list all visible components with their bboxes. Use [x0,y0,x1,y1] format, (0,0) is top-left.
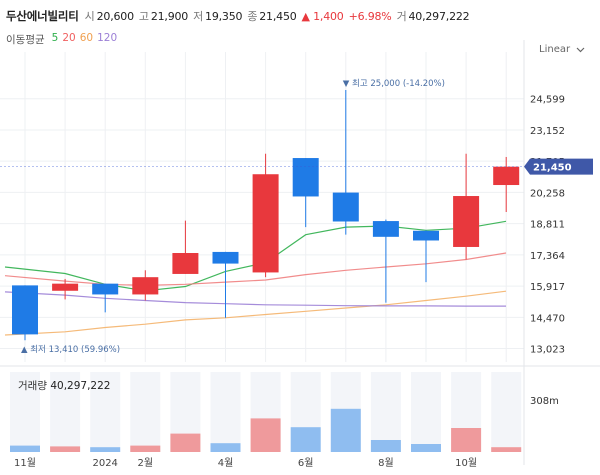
volume-panel-title: 거래량 40,297,222 [18,378,110,393]
y-tick-label: 15,917 [530,282,565,293]
x-tick-label: 11월 [14,457,36,469]
chevron-down-icon [576,47,585,52]
close-label: 종 [247,10,258,23]
open-value: 20,600 [96,9,134,23]
volume-value: 40,297,222 [408,9,470,23]
volume-bar [170,433,201,452]
volume-bar [411,444,441,452]
moving-average-label: 이동평균 [6,34,45,46]
low-label: 저 [193,10,204,23]
ma-120-legend[interactable]: 120 [97,32,118,44]
candle [252,153,279,278]
x-tick-label: 2월 [138,457,154,469]
volume-bar [370,440,401,452]
candle [12,285,38,341]
candle-body [52,283,79,291]
volume-slot-bg [50,372,81,452]
y-tick-label: 18,811 [530,220,565,231]
volume-bar [290,427,321,452]
candle-body [332,192,359,222]
candle-body [453,196,480,247]
high-label: 고 [138,10,149,23]
candle [52,278,79,300]
volume-slot-bg [411,372,441,452]
volume-bar [90,447,121,452]
volume-bar [250,418,281,452]
candle-body [413,230,439,241]
stock-name: 두산에너빌리티 [6,9,79,23]
current-price-label: 21,450 [533,163,572,174]
open-label: 시 [84,10,95,23]
ma-60-legend[interactable]: 60 [79,32,94,44]
candle [292,158,319,228]
price-header: 두산에너빌리티 시 20,600 고 21,900 저 19,350 종 21,… [6,6,474,26]
candle-body [493,166,520,186]
x-tick-label: 4월 [218,457,234,469]
y-tick-label: 20,258 [530,188,565,199]
volume-bar [330,408,361,452]
low-value: 19,350 [205,9,243,23]
candle-body [12,285,38,335]
volume-panel-label: 거래량 [18,380,47,392]
candle-body [252,174,279,273]
change-value: ▲ 1,400 [301,9,344,23]
volume-axis-label: 308m [530,396,559,407]
change-percent: +6.98% [348,9,392,23]
x-tick-label: 8월 [378,457,394,469]
candle [372,219,399,303]
min-price-annotation: ▲ 최저 13,410 (59.96%) [21,344,120,355]
volume-bar [50,446,81,452]
volume-bar [491,447,522,452]
y-tick-label: 23,152 [530,126,565,137]
candle-body [132,277,159,295]
y-tick-label: 17,364 [530,251,565,262]
y-tick-label: 24,599 [530,95,565,106]
max-price-annotation: ▼ 최고 25,000 (-14.20%) [343,78,445,89]
volume-slot-bg [90,372,121,452]
x-tick-label: 2024 [92,458,117,469]
volume-slot-bg [370,372,401,452]
candle [132,270,159,301]
candle [453,153,480,260]
scale-selector[interactable]: Linear [539,44,585,55]
volume-bar [451,428,482,452]
y-tick-label: 13,023 [530,345,565,356]
candle [172,220,199,274]
candle-body [172,253,199,274]
candle-body [292,158,319,197]
candle [212,251,239,318]
volume-bar [130,445,161,452]
ma-20-legend[interactable]: 20 [62,32,76,44]
ma-120-line [4,291,506,307]
current-price-tag [524,158,593,175]
ma-5-legend[interactable]: 5 [51,32,59,44]
volume-panel-value: 40,297,222 [50,380,111,392]
high-value: 21,900 [150,9,189,23]
volume-slot-bg [130,372,161,452]
volume-slot-bg [10,372,40,452]
scale-label: Linear [539,44,571,55]
x-tick-label: 6월 [298,457,314,469]
volume-label: 거 [396,10,407,23]
x-tick-label: 10월 [455,457,477,469]
candle-body [372,221,399,237]
candle [332,90,359,235]
ma-60-line [4,290,507,336]
close-value: 21,450 [259,9,297,23]
volume-slot-bg [210,372,241,452]
volume-bar [10,445,40,452]
volume-bar [210,443,241,452]
moving-average-legend[interactable]: 이동평균 5 20 60 120 [6,32,117,47]
y-tick-label: 14,470 [530,313,565,324]
candle [92,283,119,313]
candle-body [92,283,119,295]
volume-slot-bg [491,372,522,452]
candle [413,230,439,283]
candle [493,156,520,212]
candle-body [212,251,239,264]
